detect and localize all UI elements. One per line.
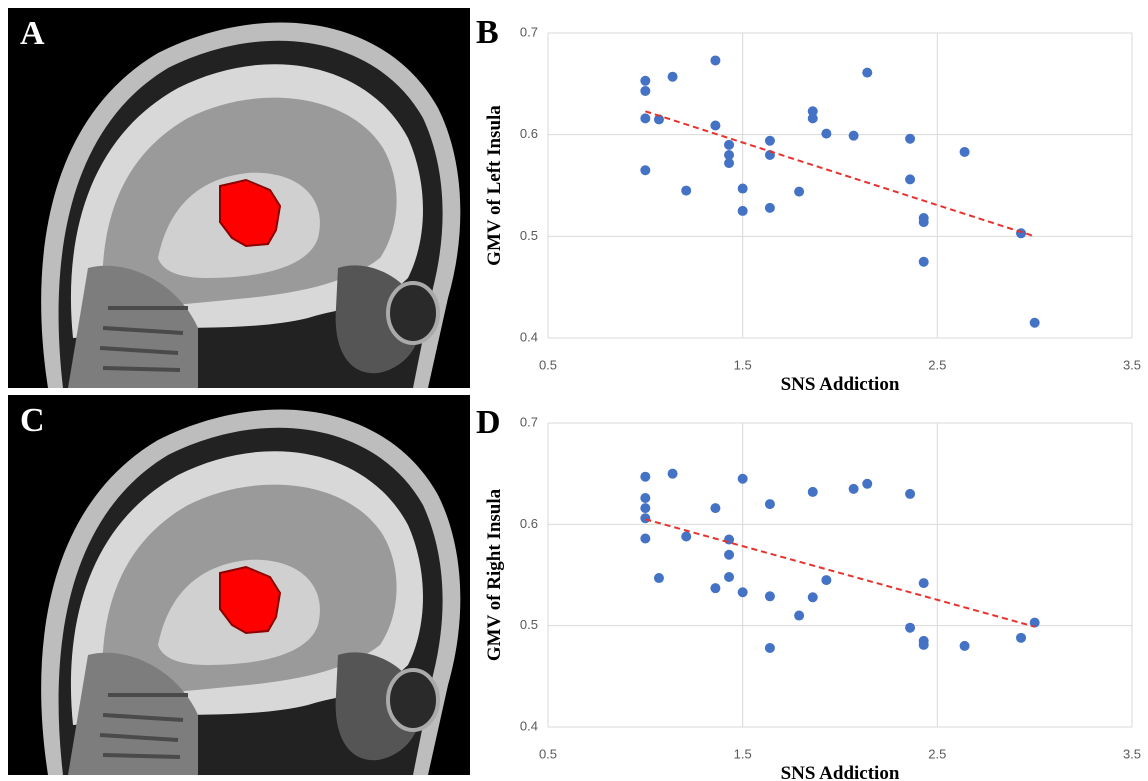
point: [640, 85, 651, 96]
point: [737, 587, 748, 598]
point: [848, 483, 859, 494]
point: [667, 71, 678, 82]
point: [710, 503, 721, 514]
point: [807, 592, 818, 603]
brain-image-c: [6, 393, 472, 777]
y-tick-label: 0.7: [520, 414, 538, 429]
point: [724, 549, 735, 560]
point: [737, 183, 748, 194]
point: [1016, 632, 1027, 643]
panel-label: B: [476, 14, 499, 51]
point: [681, 531, 692, 542]
point: [821, 128, 832, 139]
x-tick-label: 1.5: [734, 746, 752, 761]
point: [653, 573, 664, 584]
point: [640, 513, 651, 524]
point: [807, 113, 818, 124]
point: [862, 67, 873, 78]
trend-line: [645, 518, 1035, 628]
point: [724, 158, 735, 169]
brain-image-a: [6, 6, 472, 390]
point: [640, 113, 651, 124]
point: [764, 642, 775, 653]
point: [905, 622, 916, 633]
panel-label: A: [20, 15, 45, 52]
point: [667, 468, 678, 479]
y-tick-label: 0.4: [520, 718, 538, 733]
x-tick-label: 3.5: [1123, 357, 1141, 372]
point: [764, 591, 775, 602]
point: [710, 120, 721, 131]
point: [640, 471, 651, 482]
point: [681, 185, 692, 196]
point: [905, 488, 916, 499]
point: [724, 150, 735, 160]
point: [905, 133, 916, 144]
point: [918, 639, 929, 650]
point: [794, 186, 805, 197]
point: [905, 174, 916, 185]
x-tick-label: 1.5: [734, 357, 752, 372]
y-axis-label: GMV of Left Insula: [484, 105, 505, 266]
point: [794, 610, 805, 621]
point: [918, 217, 929, 228]
y-tick-label: 0.5: [520, 228, 538, 243]
point: [653, 114, 664, 125]
x-tick-label: 2.5: [928, 746, 946, 761]
y-tick-label: 0.6: [520, 126, 538, 141]
point: [918, 578, 929, 589]
x-tick-label: 3.5: [1123, 746, 1141, 761]
y-axis-label: GMV of Right Insula: [484, 488, 505, 661]
x-axis-label: SNS Addiction: [781, 374, 900, 395]
point: [640, 165, 651, 176]
point: [737, 205, 748, 216]
point: [640, 503, 651, 514]
point: [710, 55, 721, 66]
x-tick-label: 0.5: [539, 746, 557, 761]
point: [764, 202, 775, 213]
point: [807, 486, 818, 497]
point: [764, 499, 775, 510]
point: [1029, 317, 1040, 328]
point: [724, 572, 735, 583]
point: [764, 135, 775, 146]
x-axis-label: SNS Addiction: [781, 763, 900, 781]
point: [640, 75, 651, 86]
y-tick-label: 0.4: [520, 329, 538, 344]
point: [640, 533, 651, 544]
y-tick-label: 0.6: [520, 516, 538, 531]
point: [959, 146, 970, 157]
point: [918, 256, 929, 267]
point: [737, 473, 748, 484]
panel-label: C: [20, 402, 45, 439]
x-tick-label: 2.5: [928, 357, 946, 372]
trend-line: [645, 110, 1035, 238]
x-tick-label: 0.5: [539, 357, 557, 372]
y-tick-label: 0.5: [520, 617, 538, 632]
point: [710, 583, 721, 594]
point: [640, 492, 651, 503]
point: [848, 130, 859, 141]
panel-label: D: [476, 404, 501, 441]
point: [724, 139, 735, 150]
point: [959, 640, 970, 651]
point: [821, 575, 832, 586]
point: [862, 478, 873, 489]
y-tick-label: 0.7: [520, 24, 538, 39]
point: [807, 106, 818, 117]
